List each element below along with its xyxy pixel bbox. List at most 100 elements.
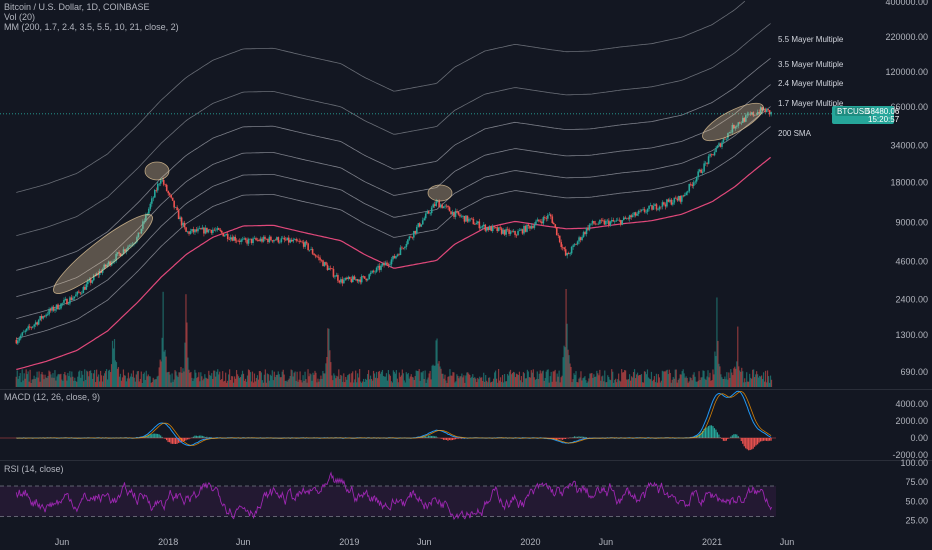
macd-histogram-bar <box>204 437 206 438</box>
candle-body <box>143 220 146 222</box>
volume-bar <box>369 375 372 387</box>
volume-bar <box>711 379 713 387</box>
candle-body <box>151 198 153 204</box>
volume-bar <box>281 371 283 387</box>
volume-bar <box>761 378 764 387</box>
volume-bar <box>134 381 136 387</box>
candle-body <box>131 244 134 246</box>
volume-bar <box>57 374 59 387</box>
candle-body <box>334 276 336 278</box>
candle-body <box>209 229 211 231</box>
volume-bar <box>432 364 434 387</box>
candle-body <box>424 213 427 219</box>
volume-bar <box>742 371 744 387</box>
volume-bar <box>421 372 423 387</box>
candle-body <box>28 326 31 328</box>
candle-body <box>149 203 152 209</box>
macd-histogram-bar <box>560 438 562 440</box>
volume-bar <box>244 378 247 387</box>
candle-body <box>130 245 132 246</box>
time-tick-label: 2018 <box>158 537 178 547</box>
volume-bar <box>286 381 288 387</box>
candle-body <box>91 280 94 283</box>
volume-bar <box>114 360 117 387</box>
volume-bar <box>362 381 364 387</box>
volume-bar <box>719 366 721 387</box>
macd-histogram-bar <box>698 434 701 438</box>
volume-bar <box>768 382 771 387</box>
volume-bar <box>375 371 378 387</box>
candle-body <box>611 220 613 222</box>
volume-bar <box>183 371 185 387</box>
macd-histogram-bar <box>764 438 766 441</box>
volume-bar <box>23 373 25 387</box>
macd-histogram-bar <box>425 436 427 438</box>
volume-bar <box>439 366 441 387</box>
volume-bar <box>687 382 689 387</box>
candle-body <box>686 191 689 193</box>
volume-bar <box>320 375 322 387</box>
time-tick-label: Jun <box>599 537 614 547</box>
candle-body <box>414 230 417 234</box>
volume-bar <box>298 379 300 387</box>
volume-bar <box>669 372 671 387</box>
macd-histogram-bar <box>170 438 172 444</box>
candle-body <box>554 224 557 228</box>
candle-body <box>416 226 418 234</box>
volume-bar <box>270 375 272 387</box>
candle-body <box>366 279 369 281</box>
volume-bar <box>314 370 316 387</box>
macd-histogram-bar <box>701 431 704 438</box>
volume-bar <box>626 379 628 387</box>
volume-bar <box>698 371 700 387</box>
volume-bar <box>352 371 354 387</box>
volume-bar <box>680 374 682 387</box>
candle-body <box>429 213 432 214</box>
candle-body <box>576 241 579 245</box>
candle-body <box>496 227 498 232</box>
volume-bar <box>279 377 281 387</box>
candle-body <box>161 179 164 181</box>
macd-legend: MACD (12, 26, close, 9) <box>4 392 101 402</box>
candle-body <box>137 232 140 238</box>
candle-body <box>45 314 47 317</box>
volume-bar <box>684 377 686 387</box>
macd-histogram-bar <box>703 429 705 438</box>
candle-body <box>384 262 387 266</box>
volume-bar <box>444 374 446 387</box>
volume-bar <box>34 378 36 387</box>
volume-bar <box>233 376 236 387</box>
macd-histogram-bar <box>183 438 186 442</box>
volume-bar <box>703 370 705 387</box>
candle-body <box>145 214 147 221</box>
volume-bar <box>582 378 584 387</box>
volume-bar <box>540 373 542 387</box>
volume-bar <box>643 371 646 387</box>
macd-histogram-bar <box>758 438 760 443</box>
volume-bar <box>256 375 259 387</box>
volume-bar <box>28 381 30 387</box>
candle-body <box>165 184 168 192</box>
volume-bar <box>317 378 319 387</box>
macd-histogram-bar <box>704 427 707 438</box>
volume-bar <box>272 380 274 387</box>
volume-bar <box>448 376 450 387</box>
volume-bar <box>624 370 626 387</box>
candle-body <box>392 255 394 260</box>
volume-bar <box>491 381 493 387</box>
volume-bar <box>262 382 264 387</box>
candle-body <box>383 263 385 266</box>
candle-body <box>438 200 440 208</box>
volume-bar <box>40 374 42 387</box>
volume-bar <box>35 377 37 387</box>
volume-bar <box>307 369 309 387</box>
candle-body <box>640 209 643 211</box>
candle-body <box>194 229 196 233</box>
volume-bar <box>429 370 431 387</box>
highlight-ellipse <box>144 161 170 181</box>
volume-bar <box>123 375 126 387</box>
volume-bar <box>675 369 677 387</box>
candle-body <box>398 254 400 256</box>
candle-body <box>579 237 582 241</box>
